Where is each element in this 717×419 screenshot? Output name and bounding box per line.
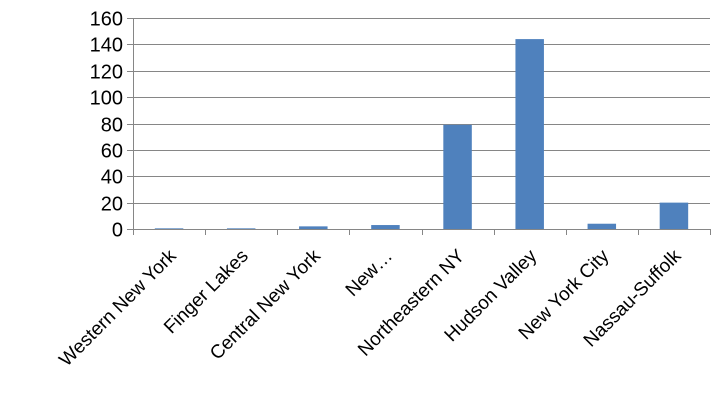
y-tick-label: 40	[101, 167, 123, 189]
x-tick-label: Western New York	[55, 245, 180, 370]
gridlines	[133, 18, 710, 204]
bar	[299, 226, 328, 229]
axes	[127, 18, 711, 235]
bar	[515, 39, 544, 229]
y-tick-label: 80	[101, 115, 123, 137]
bar	[371, 225, 400, 229]
y-tick-label: 160	[90, 9, 123, 31]
y-tick-label: 140	[90, 35, 123, 57]
bar	[659, 202, 689, 229]
bar	[587, 223, 617, 229]
bars	[154, 39, 689, 229]
y-tick-labels: 0 20 40 60 80 100 120 140 160	[90, 9, 123, 242]
bar	[226, 228, 256, 229]
bar	[154, 228, 184, 229]
y-tick-label: 60	[101, 141, 123, 163]
y-tick-label: 20	[101, 194, 123, 216]
y-tick-label: 0	[112, 220, 123, 242]
y-tick-label: 120	[90, 62, 123, 84]
x-tick-label: New…	[342, 246, 397, 301]
y-tick-label: 100	[90, 88, 123, 110]
bar	[443, 124, 472, 229]
